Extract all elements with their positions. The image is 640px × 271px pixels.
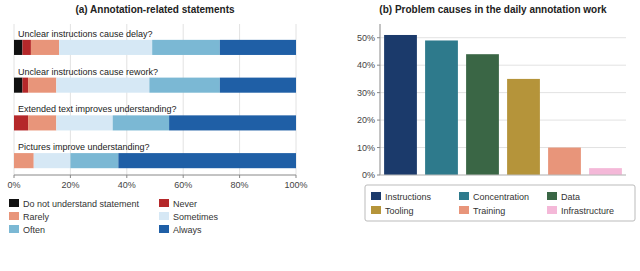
tick-label: 20% [357, 115, 375, 125]
tick-label: 0% [7, 180, 20, 190]
legend-label: Infrastructure [561, 206, 614, 216]
legend-label: Instructions [385, 192, 432, 202]
legend-swatch [9, 199, 19, 207]
tick-label: 10% [357, 143, 375, 153]
category-label: Pictures improve understanding? [18, 142, 150, 152]
bar-segment [56, 78, 149, 93]
legend-swatch [459, 206, 469, 214]
bar-segment [169, 115, 296, 130]
legend-label: Never [173, 199, 197, 209]
tick-label: 20% [61, 180, 79, 190]
bar-segment [220, 40, 296, 55]
bar-segment [149, 78, 220, 93]
tick [239, 175, 240, 178]
legend-swatch [9, 225, 19, 233]
legend-swatch [159, 225, 169, 233]
category-label: Unclear instructions cause rework? [18, 67, 158, 77]
tick [14, 175, 15, 178]
legend: Do not understand statement Never Rarely So… [9, 199, 219, 235]
bar [548, 148, 581, 175]
tick-label: 100% [284, 180, 307, 190]
category-label: Unclear instructions cause delay? [18, 29, 153, 39]
plot-area [384, 35, 622, 175]
bar-segment [28, 78, 56, 93]
bar-segment [34, 153, 71, 168]
bar-segment [28, 115, 56, 130]
title: (a) Annotation-related statements [75, 4, 235, 15]
tick-label: 50% [357, 33, 375, 43]
bar [507, 79, 540, 175]
tick [70, 175, 71, 178]
bar-segment [118, 153, 296, 168]
legend-swatch [371, 206, 381, 214]
tick-label: 40% [357, 60, 375, 70]
bar-segment [14, 153, 34, 168]
legend-label: Sometimes [173, 212, 219, 222]
bar-segment [14, 40, 22, 55]
plot-area [14, 40, 296, 168]
legend-swatch [9, 212, 19, 220]
bar-segment [113, 115, 169, 130]
legend-label: Concentration [473, 192, 529, 202]
tick-label: 30% [357, 88, 375, 98]
bar-segment [152, 40, 220, 55]
legend-swatch [371, 192, 381, 200]
legend-swatch [547, 206, 557, 214]
bar [384, 35, 417, 175]
legend-label: Data [561, 192, 580, 202]
category-labels: Unclear instructions cause delay? Unclear… [18, 29, 177, 152]
grid-line [380, 175, 626, 176]
bar [589, 168, 622, 175]
legend: Instructions Concentration Data Tooling Trai… [371, 192, 614, 216]
bar-segment [31, 40, 59, 55]
bar-segment [22, 40, 30, 55]
tick-label: 40% [118, 180, 136, 190]
legend-swatch [459, 192, 469, 200]
legend-label: Training [473, 206, 505, 216]
x-baseline [380, 175, 626, 176]
bar-segment [22, 78, 28, 93]
tick-label: 60% [174, 180, 192, 190]
tick-label: 80% [231, 180, 249, 190]
category-label: Extended text improves understanding? [18, 104, 177, 114]
y-axis [380, 24, 381, 175]
legend-label: Often [23, 225, 45, 235]
bar [425, 40, 458, 175]
legend-label: Do not understand statement [23, 199, 140, 209]
title: (b) Problem causes in the daily annotati… [379, 4, 607, 15]
figure: (a) Annotation-related statements Unclear… [0, 0, 640, 271]
bar-segment [14, 115, 28, 130]
x-axis [14, 175, 296, 176]
tick [126, 175, 127, 178]
bar-segment [59, 40, 152, 55]
bar-segment [56, 115, 112, 130]
tick [183, 175, 184, 178]
chart: (b) Problem causes in the daily annotati… [357, 4, 635, 221]
bar-segment [14, 78, 22, 93]
tick [296, 175, 297, 178]
bar [466, 54, 499, 175]
bar-segment [220, 78, 296, 93]
legend-frame [365, 185, 635, 221]
legend-swatch [159, 199, 169, 207]
legend-swatch [159, 212, 169, 220]
legend-label: Always [173, 225, 202, 235]
tick-label: 0% [362, 170, 375, 180]
bar-segment [70, 153, 118, 168]
legend-label: Rarely [23, 212, 50, 222]
legend-label: Tooling [385, 206, 414, 216]
legend-swatch [547, 192, 557, 200]
chart: (a) Annotation-related statements Unclear… [7, 4, 307, 235]
